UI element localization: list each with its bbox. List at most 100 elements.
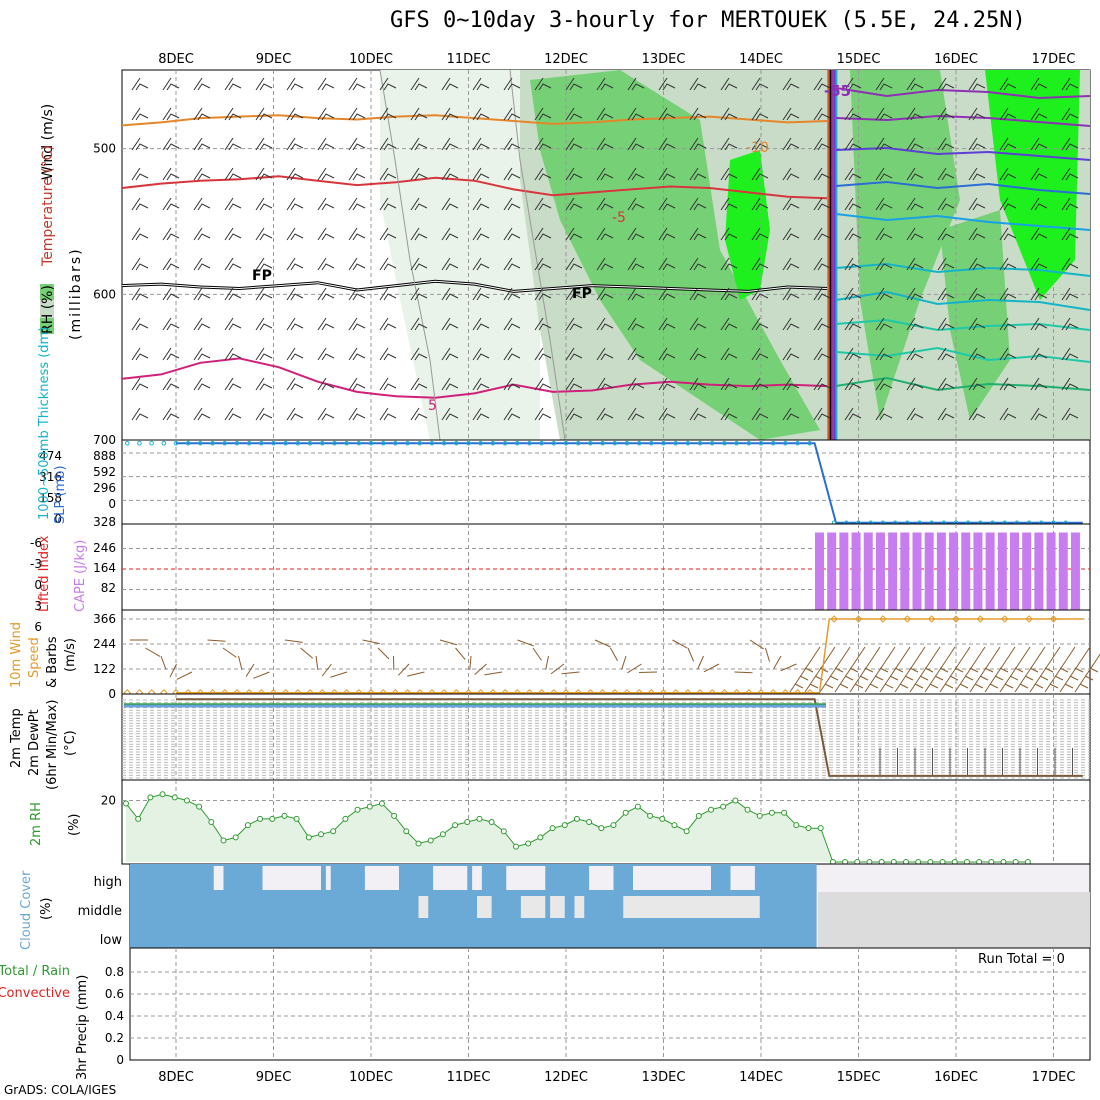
slp-point: [746, 440, 752, 446]
wind-barb-303: [875, 347, 893, 361]
wind-barb-140: [627, 197, 645, 211]
wind-barb-277: [1030, 317, 1048, 331]
wind-10m-barb-23: [474, 663, 487, 675]
wind-barb-130: [317, 197, 335, 211]
wind-10m-barb-8: [245, 663, 255, 677]
wind-barb-175: [751, 227, 769, 241]
slp-point: [356, 440, 362, 446]
lifted-index-axis-label: Lifted Index: [37, 535, 52, 612]
upper-air-ytick-0: 500: [93, 142, 116, 156]
wind-barb-11: [472, 77, 490, 91]
wind-barb-94: [162, 167, 180, 181]
wind-barb-270: [813, 317, 831, 331]
wind-barb-236: [720, 287, 738, 301]
wind-axis-label: Wind (m/s): [40, 104, 56, 180]
wind-barb-161: [317, 227, 335, 241]
precip-panel: 0.8 0.6 0.4 0.2 0 Total / Rain Convective 3h…: [0, 947, 1091, 1080]
wind-barb-2: [193, 77, 211, 91]
wind-barb-119: [937, 167, 955, 181]
cloud-middle-gap-2: [520, 896, 546, 918]
rh-point-37: [573, 815, 580, 822]
wind-barb-106: [534, 167, 552, 181]
lifted-index-ytick-4: 6: [34, 620, 42, 634]
wind-barb-354: [534, 407, 552, 421]
wind-barb-306: [968, 347, 986, 361]
cape-bar-7: [900, 532, 910, 610]
precip-y-ticks: 0.8 0.6 0.4 0.2 0: [105, 965, 124, 1067]
wind-barb-152: [999, 197, 1017, 211]
rh-axis-label: RH (%): [40, 285, 56, 334]
wind-barb-207: [782, 257, 800, 271]
wind-barb-110: [658, 167, 676, 181]
wind-barb-301: [813, 347, 831, 361]
cloud-high-gap-1: [262, 866, 321, 890]
cloud-y-ticks: high middle low: [78, 875, 123, 948]
wind-barb-360: [720, 407, 738, 421]
wind-speed-point: [1025, 615, 1033, 623]
wind-barb-47: [627, 107, 645, 121]
wind-barb-160: [286, 227, 304, 241]
rh-point-44: [659, 815, 666, 822]
top-date-label-5: 13DEC: [642, 52, 686, 67]
cloud-high-gap-0: [213, 866, 224, 890]
wind-barb-290: [472, 347, 490, 361]
cloud-middle-gap-1: [477, 896, 492, 918]
wind-10m-barb-42: [773, 655, 782, 670]
wind-speed-point: [830, 615, 838, 623]
top-date-label-2: 10DEC: [349, 52, 393, 67]
rh-point-51: [744, 806, 751, 813]
east-contour-2: [835, 146, 1090, 161]
slp-point: [307, 440, 313, 446]
wind-barb-333: [844, 377, 862, 391]
wind-barb-208: [813, 257, 831, 271]
wind-barb-23: [844, 77, 862, 91]
slp-point: [661, 440, 666, 446]
rh-point-45: [671, 822, 678, 829]
contour-label-minus55: -55: [824, 82, 851, 100]
slp-point: [210, 440, 215, 446]
wind-barb-326: [627, 377, 645, 391]
millibars-axis-label: (millibars): [68, 247, 84, 340]
wind-barb-96: [224, 167, 242, 181]
contour-label-5: 5: [428, 398, 437, 414]
wind-barb-273: [906, 317, 924, 331]
wind-barb-139: [596, 197, 614, 211]
wind-barb-116: [844, 167, 862, 181]
wind-barb-81: [720, 137, 738, 151]
wind-barb-370: [1030, 407, 1048, 421]
wind-barb-107: [565, 167, 583, 181]
wind-barb-257: [410, 317, 428, 331]
wind-barb-195: [410, 257, 428, 271]
wind-barb-187: [162, 257, 180, 271]
wind-barb-32: [162, 107, 180, 121]
rh-point-29: [476, 815, 483, 822]
cape-bar-2: [839, 532, 849, 610]
wind-barb-178: [844, 227, 862, 241]
wind-10m-barb-east-14: [999, 646, 1031, 693]
wind-speed-point: [927, 615, 936, 623]
wind-barb-197: [472, 257, 490, 271]
wind-barb-159: [255, 227, 273, 241]
slp-point: [234, 440, 240, 446]
isotherm-minus5: [122, 175, 828, 200]
wind-barb-128: [255, 197, 273, 211]
wind-barb-258: [441, 317, 459, 331]
bottom-date-label-9: 17DEC: [1032, 1070, 1076, 1085]
rh-axis-label-1: 2m RH: [29, 802, 44, 846]
wind-barb-124: [131, 197, 149, 211]
wind-barb-52: [782, 107, 800, 121]
slp-y-ticks: 474 316 158 0 888 592 296 0 328: [39, 449, 116, 529]
wind-10m-barb-29: [561, 671, 580, 675]
wind-speed-point: [1049, 615, 1058, 623]
wind-speed-point: [903, 615, 911, 623]
wind-10m-barb-22: [469, 655, 472, 671]
rh-fill-high: [725, 150, 770, 300]
wind-barb-43: [503, 107, 521, 121]
wind-barb-40: [410, 107, 428, 121]
wind-barb-339: [1030, 377, 1048, 391]
wind-barb-223: [317, 287, 335, 301]
wind-10m-barb-east-6: [879, 646, 911, 693]
wind-barb-7: [348, 77, 366, 91]
wind-barb-92: [1061, 137, 1079, 151]
slp-point: [380, 440, 386, 446]
